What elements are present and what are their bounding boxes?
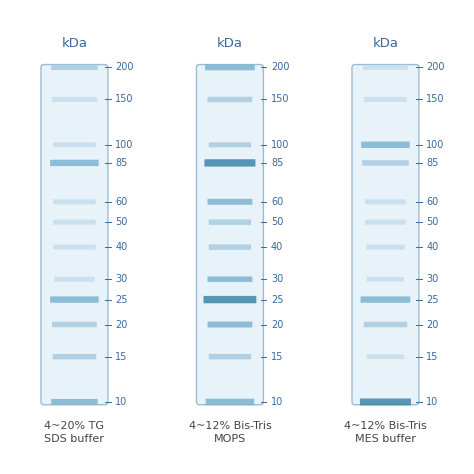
FancyBboxPatch shape [51,399,98,405]
FancyBboxPatch shape [52,322,97,327]
Text: 4~12% Bis-Tris
MES buffer: 4~12% Bis-Tris MES buffer [344,421,427,444]
Text: 85: 85 [271,158,283,168]
Text: 20: 20 [427,319,439,329]
FancyBboxPatch shape [363,65,408,70]
FancyBboxPatch shape [204,159,255,166]
FancyBboxPatch shape [364,97,407,102]
FancyBboxPatch shape [209,245,251,250]
FancyBboxPatch shape [205,64,255,70]
FancyBboxPatch shape [208,276,252,282]
Text: 4~12% Bis-Tris
MOPS: 4~12% Bis-Tris MOPS [189,421,271,444]
FancyBboxPatch shape [206,399,254,405]
FancyBboxPatch shape [53,219,96,225]
Text: 50: 50 [427,217,439,227]
Text: 10: 10 [271,397,283,407]
Text: 200: 200 [271,63,290,73]
FancyBboxPatch shape [208,199,252,205]
Text: 150: 150 [427,94,445,104]
Text: 85: 85 [116,158,128,168]
FancyBboxPatch shape [52,97,97,102]
FancyBboxPatch shape [208,321,252,328]
FancyBboxPatch shape [51,64,98,70]
FancyBboxPatch shape [50,296,99,303]
FancyBboxPatch shape [53,245,96,250]
Text: 40: 40 [427,242,438,252]
FancyBboxPatch shape [53,200,96,204]
FancyBboxPatch shape [208,97,252,102]
Text: 100: 100 [116,140,134,150]
Text: 60: 60 [271,197,283,207]
FancyBboxPatch shape [53,354,96,359]
Text: 10: 10 [116,397,128,407]
FancyBboxPatch shape [364,322,407,327]
FancyBboxPatch shape [54,277,95,282]
Text: 25: 25 [116,295,128,305]
Text: 30: 30 [271,274,283,284]
Text: 30: 30 [116,274,128,284]
FancyBboxPatch shape [360,399,411,405]
Text: 25: 25 [271,295,283,305]
Text: 100: 100 [427,140,445,150]
FancyBboxPatch shape [53,142,96,147]
Text: 200: 200 [427,63,445,73]
FancyBboxPatch shape [361,142,410,148]
Text: 60: 60 [116,197,128,207]
Text: 25: 25 [427,295,439,305]
FancyBboxPatch shape [197,64,264,405]
FancyBboxPatch shape [367,277,404,282]
Text: 40: 40 [271,242,283,252]
FancyBboxPatch shape [362,160,409,165]
Text: 60: 60 [427,197,438,207]
Text: 20: 20 [116,319,128,329]
Text: 15: 15 [427,352,439,362]
Text: 10: 10 [427,397,438,407]
Text: 200: 200 [116,63,134,73]
Text: 40: 40 [116,242,128,252]
Text: 15: 15 [271,352,283,362]
FancyBboxPatch shape [209,219,251,225]
FancyBboxPatch shape [366,245,405,250]
Text: kDa: kDa [62,37,87,50]
Text: 150: 150 [271,94,290,104]
Text: 15: 15 [116,352,128,362]
FancyBboxPatch shape [50,160,99,166]
Text: 85: 85 [427,158,439,168]
Text: kDa: kDa [373,37,399,50]
Text: 150: 150 [116,94,134,104]
FancyBboxPatch shape [41,64,108,405]
FancyBboxPatch shape [209,354,251,359]
FancyBboxPatch shape [209,142,251,147]
FancyBboxPatch shape [352,64,419,405]
Text: 100: 100 [271,140,289,150]
Text: 20: 20 [271,319,283,329]
Text: 4~20% TG
SDS buffer: 4~20% TG SDS buffer [45,421,104,444]
FancyBboxPatch shape [365,200,406,204]
Text: 30: 30 [427,274,438,284]
FancyBboxPatch shape [203,296,256,303]
Text: 50: 50 [271,217,283,227]
Text: 50: 50 [116,217,128,227]
Text: kDa: kDa [217,37,243,50]
FancyBboxPatch shape [365,219,406,225]
FancyBboxPatch shape [367,355,404,359]
FancyBboxPatch shape [361,296,410,303]
